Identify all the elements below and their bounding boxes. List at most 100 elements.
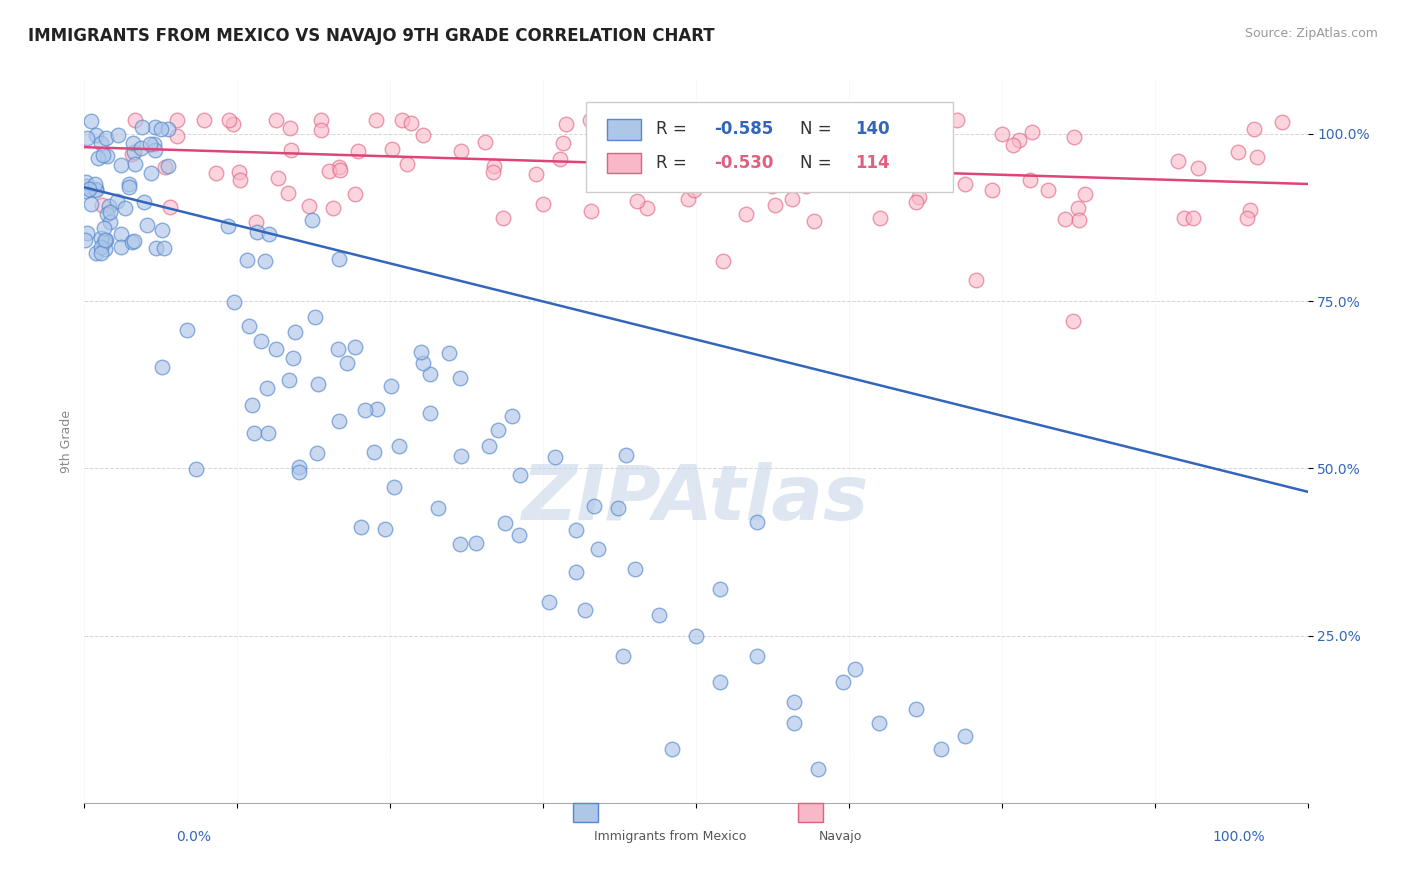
Point [84, 128, 107, 142]
Point [75, 233, 97, 247]
Point [381, 141, 404, 155]
Point [79, 113, 101, 128]
Point [309, 113, 332, 128]
Point [955, 177, 977, 191]
Point [837, 116, 859, 130]
Point [94, 130, 117, 145]
Point [287, 465, 309, 479]
Point [411, 345, 433, 359]
Point [84, 246, 107, 260]
Point [114, 202, 136, 216]
Point [93, 235, 115, 249]
Point [76, 131, 98, 145]
Point [465, 535, 488, 549]
Point [124, 113, 146, 128]
Point [246, 225, 269, 239]
Point [929, 742, 952, 756]
Point [626, 194, 648, 209]
Point [96, 149, 118, 163]
Point [326, 342, 349, 356]
Point [217, 219, 239, 233]
Point [579, 113, 602, 128]
Point [494, 516, 516, 531]
Text: Source: ZipAtlas.com: Source: ZipAtlas.com [1244, 27, 1378, 40]
Point [747, 648, 769, 663]
Point [565, 523, 588, 537]
Point [304, 310, 326, 324]
Point [810, 135, 832, 149]
Point [763, 198, 786, 212]
Point [328, 160, 350, 174]
Point [228, 165, 250, 179]
Point [709, 675, 731, 690]
Text: 100.0%: 100.0% [1213, 830, 1265, 844]
Point [139, 136, 162, 151]
Point [122, 136, 145, 150]
Point [1069, 212, 1091, 227]
Point [84, 182, 107, 196]
Point [90, 231, 112, 245]
Point [149, 122, 172, 136]
Point [96, 207, 118, 221]
Point [728, 151, 751, 165]
Point [412, 356, 434, 370]
Point [240, 398, 263, 412]
Point [159, 200, 181, 214]
Point [259, 227, 281, 242]
Point [747, 123, 769, 137]
Point [238, 318, 260, 333]
Point [801, 149, 824, 163]
Point [150, 223, 173, 237]
Point [388, 439, 411, 453]
Point [449, 537, 471, 551]
Point [152, 359, 174, 374]
Point [184, 462, 207, 476]
Point [84, 184, 107, 198]
Point [366, 401, 388, 416]
Point [136, 219, 159, 233]
Point [509, 467, 531, 482]
Point [912, 163, 935, 178]
Point [311, 122, 333, 136]
Point [683, 183, 706, 197]
Point [803, 214, 825, 228]
Point [374, 522, 396, 536]
Point [538, 595, 561, 609]
Point [579, 203, 602, 218]
Point [419, 406, 441, 420]
Point [650, 162, 672, 177]
Point [277, 186, 299, 200]
Point [93, 148, 115, 162]
Point [492, 211, 515, 225]
Point [122, 145, 145, 160]
Point [122, 234, 145, 248]
Point [98, 199, 121, 213]
Point [93, 221, 115, 235]
Point [124, 157, 146, 171]
Point [544, 450, 567, 464]
Point [354, 403, 377, 417]
Point [482, 159, 505, 173]
Text: 0.0%: 0.0% [176, 830, 211, 844]
Point [143, 144, 166, 158]
Point [256, 381, 278, 395]
Point [1021, 124, 1043, 138]
Point [110, 227, 132, 242]
Point [142, 137, 165, 152]
Point [224, 294, 246, 309]
Point [991, 127, 1014, 141]
Point [426, 501, 449, 516]
Point [734, 206, 756, 220]
Point [419, 368, 441, 382]
Text: 114: 114 [855, 154, 890, 172]
Point [236, 253, 259, 268]
Point [288, 459, 311, 474]
Point [688, 162, 710, 177]
Point [1063, 130, 1085, 145]
Point [905, 702, 928, 716]
Text: 140: 140 [855, 120, 890, 138]
Point [245, 215, 267, 229]
Point [565, 565, 588, 579]
Text: ZIPAtlas: ZIPAtlas [522, 462, 870, 536]
Point [553, 136, 575, 150]
